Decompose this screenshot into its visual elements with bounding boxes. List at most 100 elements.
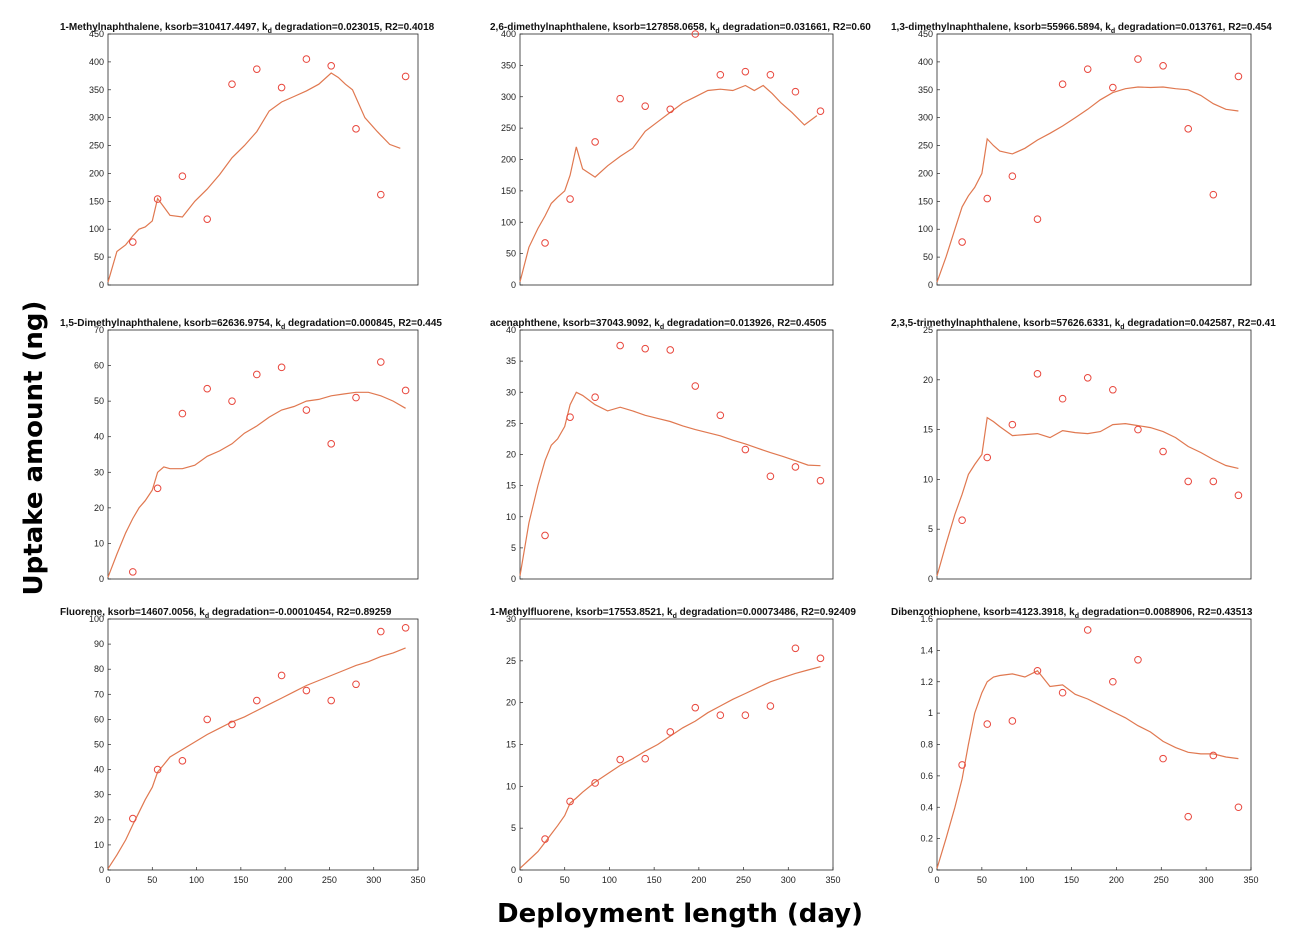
- data-point: [1109, 677, 1117, 686]
- y-tick-label: 350: [918, 85, 933, 95]
- y-tick-label: 0.6: [920, 771, 933, 781]
- data-point: [716, 70, 725, 79]
- chart-title-tail: degradation=0.000845, R2=0.445: [285, 318, 442, 329]
- chart-panel-6: 2,3,5-trimethylnaphthalene, ksorb=57626.…: [891, 318, 1276, 584]
- data-point: [1033, 666, 1042, 675]
- y-tick-label: 250: [89, 141, 104, 151]
- x-tick-label: 0: [517, 875, 522, 885]
- y-tick-label: 60: [94, 714, 104, 724]
- data-point: [741, 445, 750, 454]
- y-tick-label: 50: [923, 252, 933, 262]
- data-point: [958, 761, 966, 769]
- chart-title-subscript: d: [268, 28, 272, 35]
- data-point: [129, 238, 137, 246]
- data-point: [1033, 215, 1042, 223]
- data-point: [816, 107, 825, 115]
- y-tick-label: 1: [928, 708, 933, 718]
- y-tick-label: 100: [89, 614, 104, 624]
- y-tick-label: 50: [94, 396, 104, 406]
- data-point: [377, 627, 385, 636]
- data-point: [566, 195, 574, 203]
- y-tick-label: 10: [923, 474, 933, 484]
- y-tick-label: 150: [918, 196, 933, 206]
- y-tick-label: 90: [94, 639, 104, 649]
- data-point: [1234, 72, 1243, 81]
- y-tick-label: 30: [94, 467, 104, 477]
- x-tick-label: 100: [189, 875, 204, 885]
- chart-panel-5: acenaphthene, ksorb=37043.9092, kd degra…: [490, 318, 834, 584]
- data-point: [691, 703, 700, 712]
- data-point: [1134, 425, 1142, 434]
- data-point: [666, 346, 675, 354]
- y-tick-label: 30: [94, 790, 104, 800]
- data-point: [766, 70, 775, 79]
- data-point: [983, 720, 992, 728]
- fit-line: [936, 86, 1239, 283]
- data-point: [178, 172, 187, 181]
- chart-title-subscript: d: [673, 613, 677, 620]
- chart-title: 1,3-dimethylnaphthalene, ksorb=55966.589…: [891, 22, 1272, 35]
- y-tick-label: 0: [99, 280, 104, 290]
- data-point: [252, 65, 261, 73]
- chart-title-tail: degradation=0.042587, R2=0.41: [1125, 318, 1277, 329]
- y-tick-label: 15: [506, 740, 516, 750]
- data-point: [129, 814, 137, 823]
- data-point: [302, 406, 311, 414]
- data-point: [791, 87, 800, 96]
- data-point: [766, 702, 775, 710]
- chart-title: 2,6-dimethylnaphthalene, ksorb=127858.06…: [490, 22, 871, 35]
- data-point: [252, 370, 261, 379]
- data-point: [1109, 385, 1117, 394]
- plot-area: [107, 618, 419, 871]
- plot-area: [936, 329, 1252, 580]
- y-tick-label: 20: [923, 375, 933, 385]
- y-tick-label: 0: [511, 865, 516, 875]
- plot-area: [519, 329, 834, 580]
- plot-area: [936, 33, 1252, 286]
- data-point: [1033, 370, 1042, 378]
- x-tick-label: 150: [233, 875, 248, 885]
- data-point: [1234, 803, 1243, 812]
- data-point: [352, 680, 360, 689]
- y-tick-label: 450: [89, 29, 104, 39]
- data-point: [302, 686, 311, 695]
- data-point: [641, 754, 650, 763]
- y-tick-label: 400: [501, 29, 516, 39]
- data-point: [1058, 688, 1067, 697]
- data-point: [716, 711, 725, 720]
- data-point: [203, 715, 211, 724]
- y-tick-label: 15: [506, 481, 516, 491]
- plot-area: [936, 618, 1252, 871]
- data-point: [377, 358, 385, 366]
- y-tick-label: 450: [918, 29, 933, 39]
- data-point: [302, 55, 311, 63]
- x-tick-label: 50: [147, 875, 157, 885]
- data-point: [983, 453, 992, 462]
- chart-title-main: 1,3-dimethylnaphthalene, ksorb=55966.589…: [891, 22, 1111, 33]
- data-point: [1083, 374, 1092, 382]
- y-tick-label: 150: [501, 186, 516, 196]
- y-tick-label: 200: [89, 168, 104, 178]
- chart-title-main: 2,6-dimethylnaphthalene, ksorb=127858.06…: [490, 22, 716, 33]
- data-point: [691, 30, 700, 38]
- data-point: [1209, 477, 1218, 486]
- y-tick-label: 50: [94, 740, 104, 750]
- y-tick-label: 0: [928, 574, 933, 584]
- y-tick-label: 250: [918, 141, 933, 151]
- y-tick-label: 250: [501, 123, 516, 133]
- chart-title-main: 1,5-Dimethylnaphthalene, ksorb=62636.975…: [60, 318, 281, 329]
- y-tick-label: 300: [89, 113, 104, 123]
- chart-panel-1: 1-Methylnaphthalene, ksorb=310417.4497, …: [60, 22, 435, 290]
- data-point: [566, 413, 574, 421]
- data-point: [791, 463, 800, 471]
- x-tick-label: 0: [105, 875, 110, 885]
- data-point: [277, 363, 286, 372]
- chart-title-subscript: d: [1120, 324, 1124, 331]
- plot-area: [107, 33, 419, 286]
- y-tick-label: 150: [89, 196, 104, 206]
- data-point: [327, 61, 336, 70]
- data-point: [401, 72, 410, 81]
- chart-title-main: acenaphthene, ksorb=37043.9092, k: [490, 318, 660, 329]
- data-point: [541, 531, 549, 540]
